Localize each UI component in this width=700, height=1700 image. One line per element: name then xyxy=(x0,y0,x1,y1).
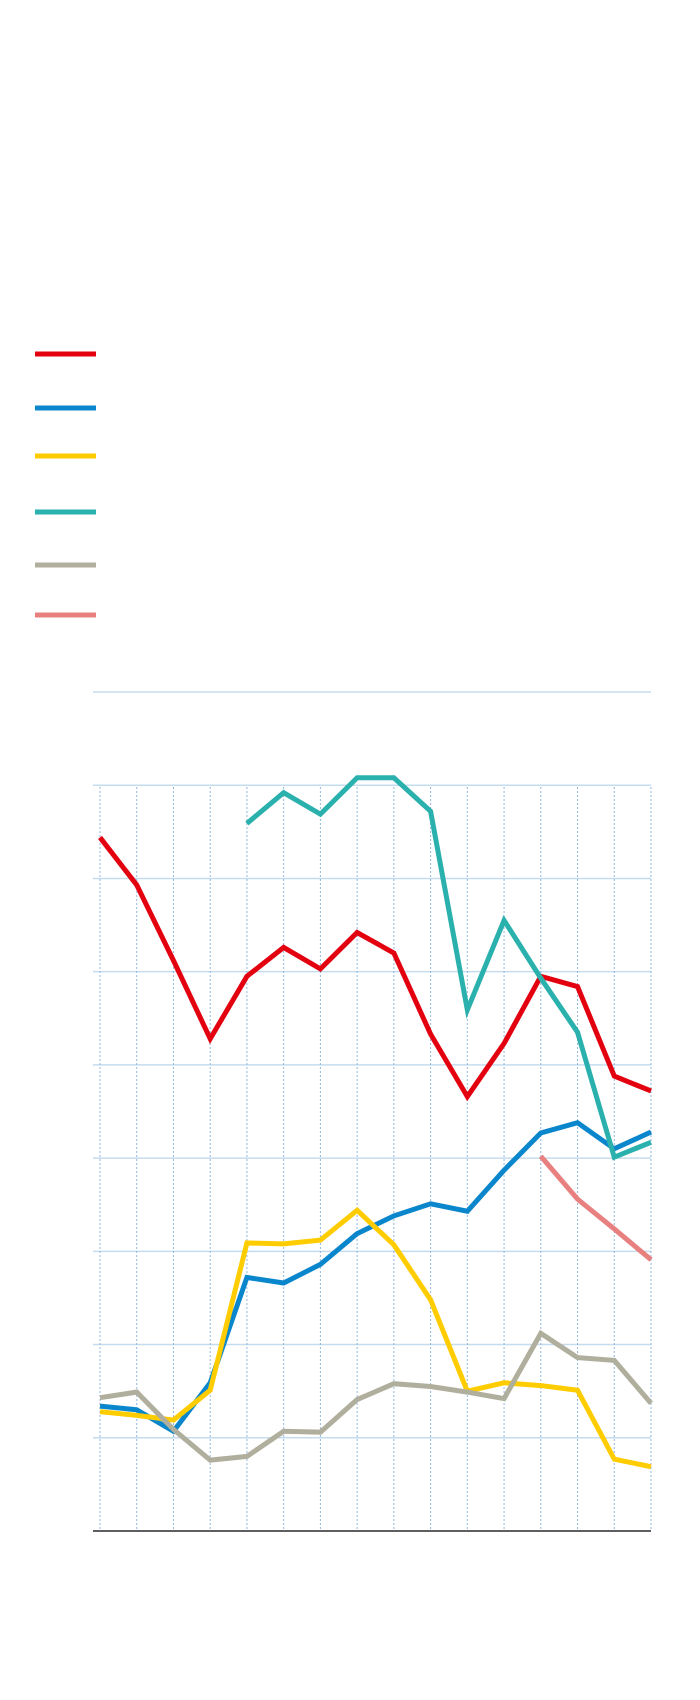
series-line xyxy=(245,775,652,1161)
series-line xyxy=(99,1329,653,1463)
series-line xyxy=(99,1119,653,1435)
series-line xyxy=(538,1154,653,1262)
series-line xyxy=(98,835,652,1102)
series-line xyxy=(99,1207,652,1470)
